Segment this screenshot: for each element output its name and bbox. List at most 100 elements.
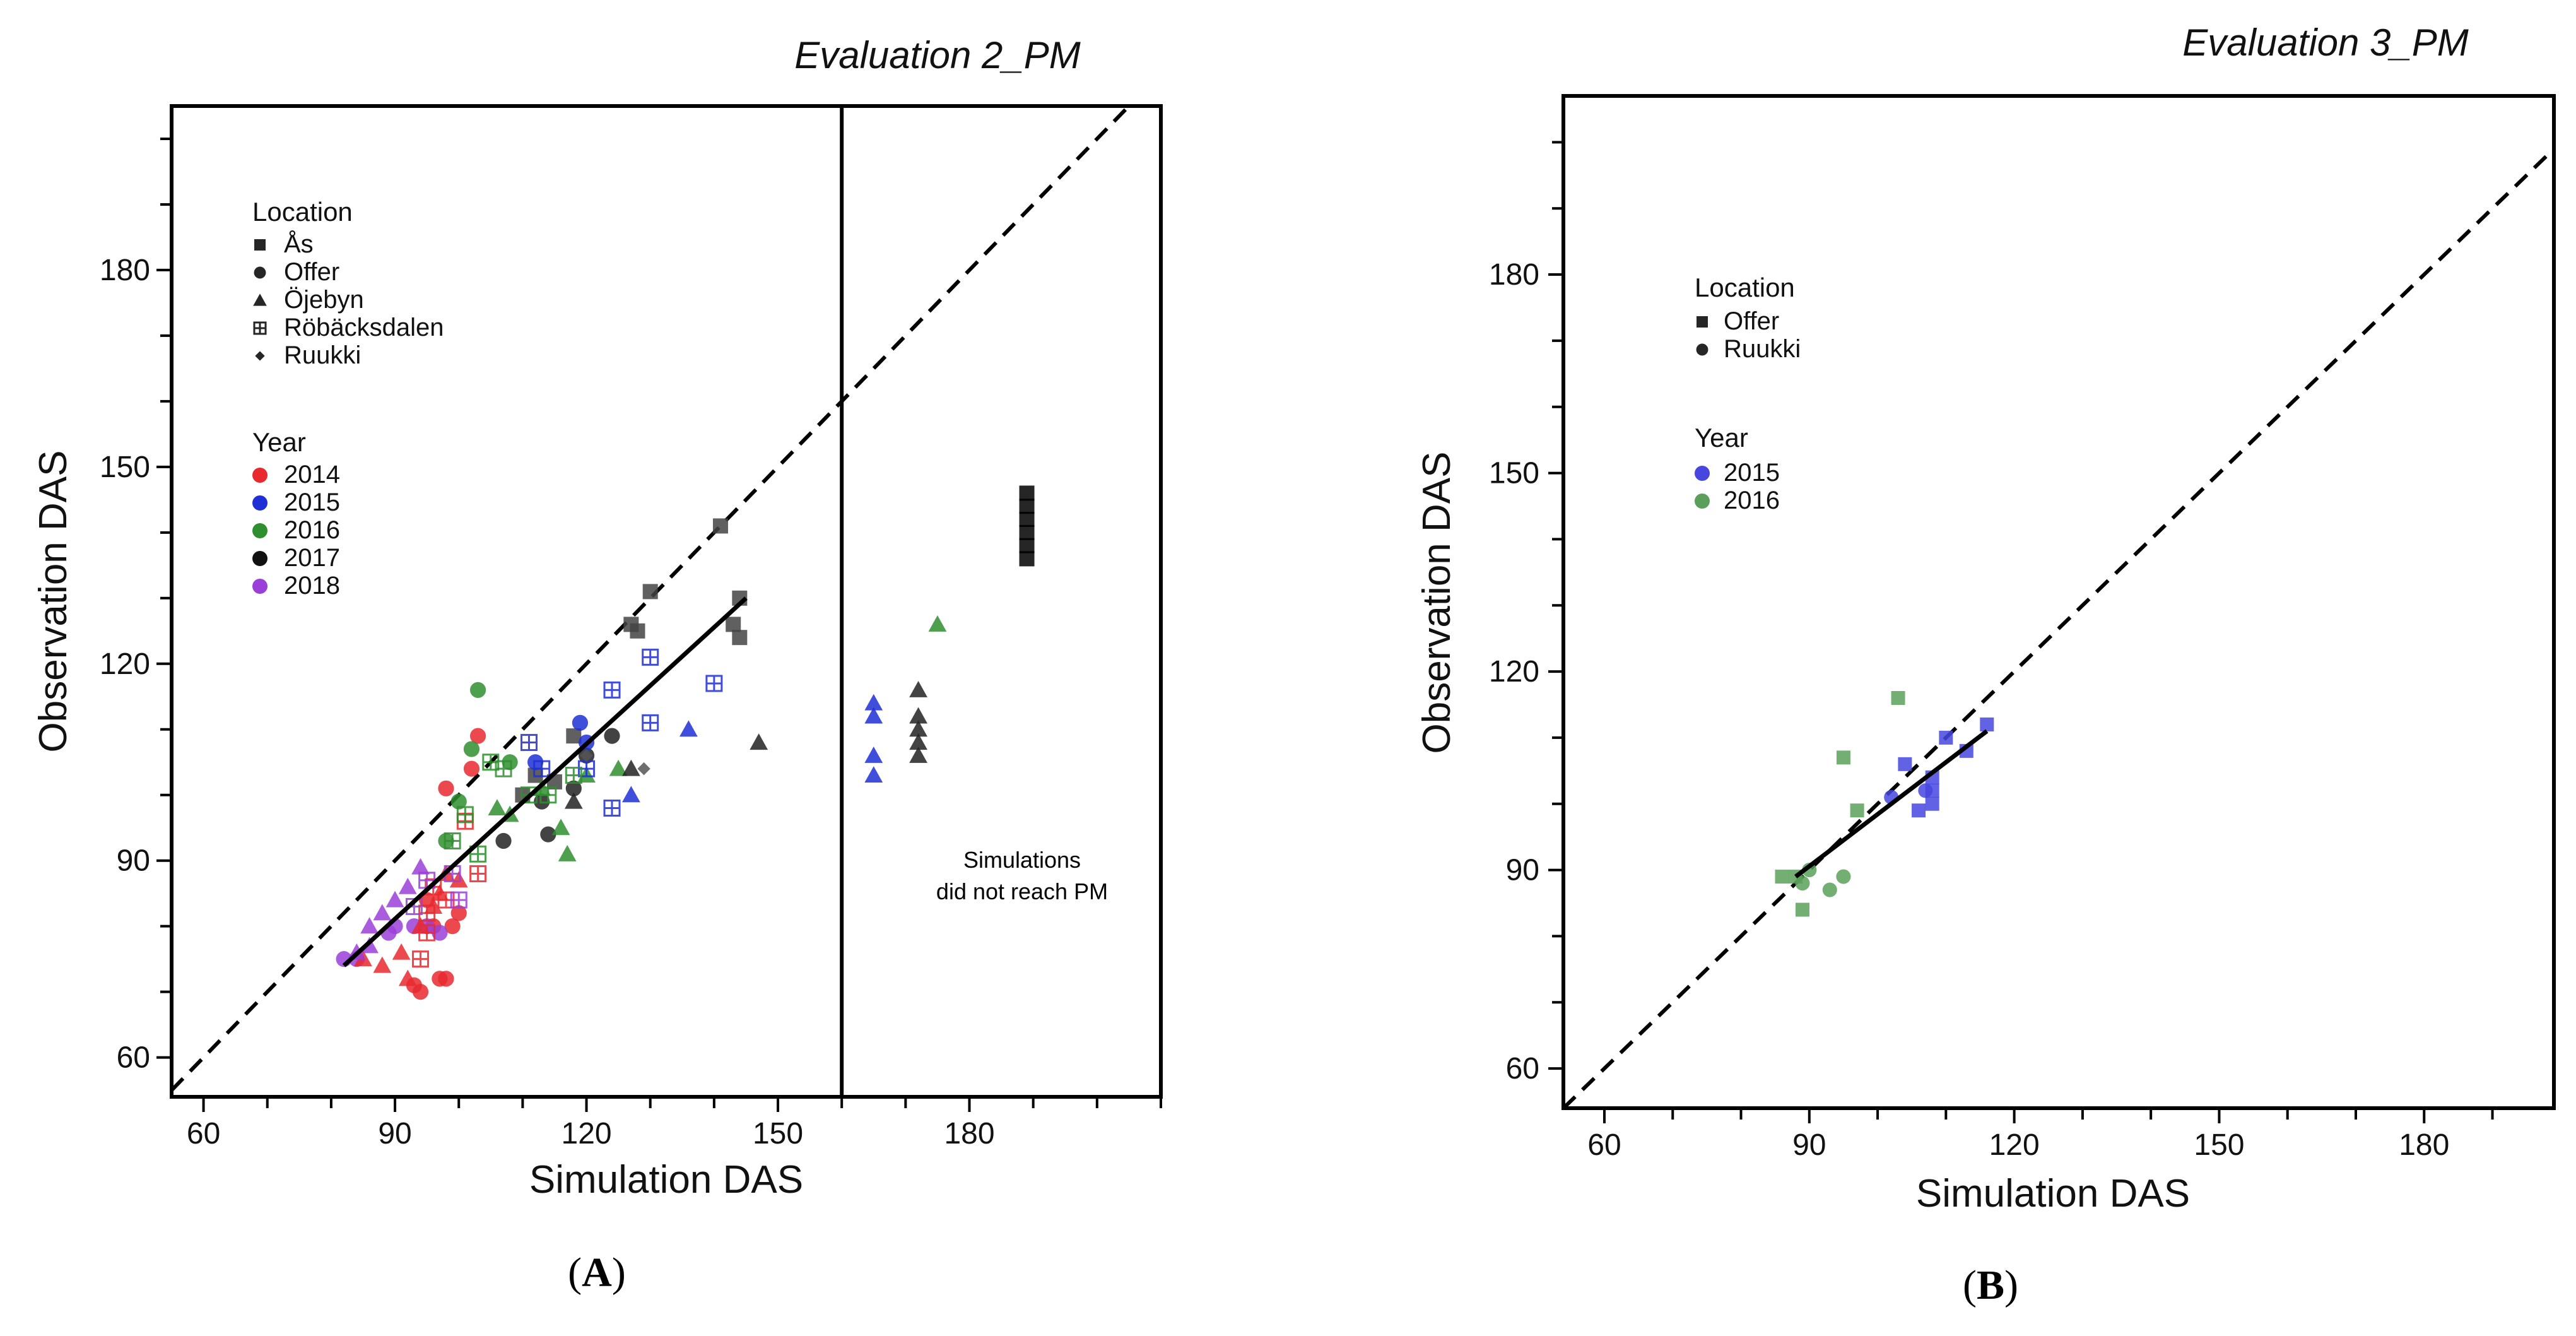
data-point: [1019, 485, 1035, 501]
legend-location-label: Öjebyn: [284, 286, 364, 314]
panel-a-x-axis-label: Simulation DAS: [529, 1158, 803, 1202]
panel-a-annotation-line-1: Simulations: [963, 847, 1081, 873]
data-point: [1980, 717, 1994, 731]
panel-b-x-axis: 60 90 120 150 180: [1587, 1108, 2494, 1162]
panel-b-caption: (B): [1963, 1262, 2018, 1308]
legend-year-label: 2016: [284, 516, 340, 544]
legend-year-label: 2016: [1724, 487, 1780, 514]
data-point: [450, 905, 467, 921]
data-point: [642, 648, 659, 666]
regression-line: [342, 596, 748, 967]
data-point: [1836, 750, 1850, 765]
regression-line: [1794, 729, 1989, 878]
data-point: [1836, 869, 1851, 884]
data-point: [449, 871, 468, 888]
data-point: [1019, 551, 1035, 567]
data-point: [438, 780, 454, 796]
panel-a-plot-frame: [170, 104, 1163, 1099]
legend-color-swatch: [252, 579, 268, 594]
data-point: [909, 746, 927, 763]
panel-b-legend-location-title: Location: [1695, 273, 1795, 302]
x-tick-label: 60: [1587, 1128, 1621, 1162]
data-point: [527, 767, 543, 783]
data-point: [373, 956, 392, 973]
x-tick-label: 150: [753, 1117, 803, 1150]
legend-location-label: Ås: [284, 230, 314, 258]
data-point: [411, 858, 430, 875]
panel-b-title: Evaluation 3_PM: [2182, 21, 2469, 64]
one-to-one-line: [170, 104, 1131, 1092]
data-point: [609, 759, 628, 776]
panel-a-caption-letter: A: [582, 1250, 612, 1296]
data-point: [438, 971, 454, 987]
legend-year-label: 2015: [284, 488, 340, 516]
data-point: [539, 786, 557, 804]
data-point: [750, 733, 768, 750]
data-point: [864, 707, 883, 724]
data-point: [642, 584, 658, 600]
legend-year-label: 2018: [284, 572, 340, 600]
x-tick-label: 60: [187, 1117, 220, 1150]
data-point: [502, 754, 518, 771]
legend-year-label: 2014: [284, 461, 340, 488]
data-point: [1891, 691, 1905, 706]
data-point: [469, 682, 486, 698]
data-point: [1019, 538, 1035, 553]
y-tick-label: 90: [117, 844, 150, 878]
panel-b-points: [1775, 691, 1994, 917]
panel-a-annotation-line-2: did not reach PM: [936, 878, 1108, 904]
data-point: [603, 681, 621, 699]
x-tick-label: 120: [562, 1117, 612, 1150]
data-point: [1019, 524, 1035, 540]
data-point: [540, 826, 556, 842]
data-point: [580, 749, 593, 762]
legend-marker: [254, 266, 266, 279]
data-point: [534, 793, 550, 810]
data-point: [1925, 796, 1939, 811]
y-tick-label: 120: [100, 647, 150, 681]
data-point: [527, 754, 544, 771]
legend-year-label: 2017: [284, 544, 340, 572]
data-point: [456, 806, 474, 824]
data-point: [864, 746, 883, 763]
panel-a-reference-lines: [170, 104, 1131, 1097]
data-point: [712, 518, 728, 534]
data-point: [488, 799, 507, 816]
legend-marker: [253, 293, 267, 306]
x-tick-label: 150: [2194, 1128, 2244, 1162]
data-point: [392, 943, 411, 960]
legend-location-label: Röbäcksdalen: [284, 314, 444, 341]
panel-b-caption-letter: B: [1977, 1262, 2004, 1308]
panel-a-legend-year-title: Year: [252, 427, 306, 457]
legend-color-swatch: [252, 468, 268, 483]
data-point: [637, 762, 650, 776]
panel-b-x-axis-label: Simulation DAS: [1916, 1172, 2190, 1215]
legend-color-swatch: [1695, 494, 1710, 509]
data-point: [705, 675, 723, 692]
data-point: [726, 617, 741, 632]
legend-marker: [1696, 343, 1709, 356]
panel-a-x-axis: 60 90 120 150 180: [187, 1097, 1162, 1150]
data-point: [373, 904, 392, 921]
data-point: [398, 877, 417, 894]
data-point: [398, 969, 417, 986]
legend-location-label: Ruukki: [284, 341, 361, 369]
legend-color-swatch: [252, 495, 268, 511]
data-point: [463, 741, 480, 757]
panel-b-plot-frame: [1561, 94, 2556, 1110]
data-point: [604, 728, 620, 744]
legend-location-label: Ruukki: [1724, 335, 1801, 363]
data-point: [642, 714, 659, 731]
data-point: [412, 984, 429, 1000]
legend-color-swatch: [1695, 466, 1710, 481]
data-point: [463, 760, 480, 777]
panel-b: Evaluation 3_PM 60 90 120 150 180 60 90 120 150…: [1415, 21, 2556, 1308]
data-point: [1795, 876, 1810, 891]
panel-a-points: [336, 485, 1035, 1000]
panel-a: Evaluation 2_PM 60 90 120 150 180 60 90 120 150…: [32, 34, 1163, 1296]
